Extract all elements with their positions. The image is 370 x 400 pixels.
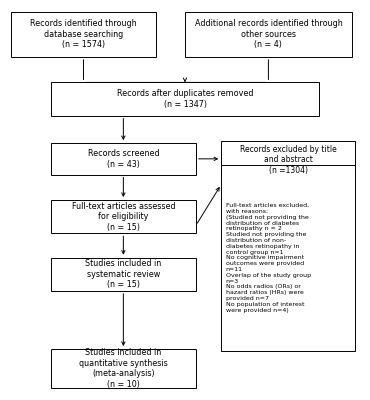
FancyBboxPatch shape [221, 165, 356, 351]
FancyBboxPatch shape [51, 82, 319, 116]
Text: Records identified through
database searching
(n = 1574): Records identified through database sear… [30, 20, 137, 49]
Text: Full-text articles excluded,
with reasons:
(Studied not providing the
distributi: Full-text articles excluded, with reason… [226, 203, 311, 312]
Text: Records after duplicates removed
(n = 1347): Records after duplicates removed (n = 13… [117, 89, 253, 109]
Text: Studies included in
quantitative synthesis
(meta-analysis)
(n = 10): Studies included in quantitative synthes… [79, 348, 168, 389]
FancyBboxPatch shape [185, 12, 352, 57]
FancyBboxPatch shape [221, 141, 356, 178]
Text: Additional records identified through
other sources
(n = 4): Additional records identified through ot… [195, 20, 342, 49]
Text: Studies included in
systematic review
(n = 15): Studies included in systematic review (n… [85, 259, 161, 289]
FancyBboxPatch shape [51, 258, 196, 291]
Text: Records excluded by title
and abstract
(n =1304): Records excluded by title and abstract (… [240, 145, 337, 175]
FancyBboxPatch shape [51, 200, 196, 233]
FancyBboxPatch shape [51, 143, 196, 174]
Text: Records screened
(n = 43): Records screened (n = 43) [88, 149, 159, 168]
Text: Full-text articles assessed
for eligibility
(n = 15): Full-text articles assessed for eligibil… [71, 202, 175, 232]
FancyBboxPatch shape [11, 12, 156, 57]
FancyBboxPatch shape [51, 349, 196, 388]
